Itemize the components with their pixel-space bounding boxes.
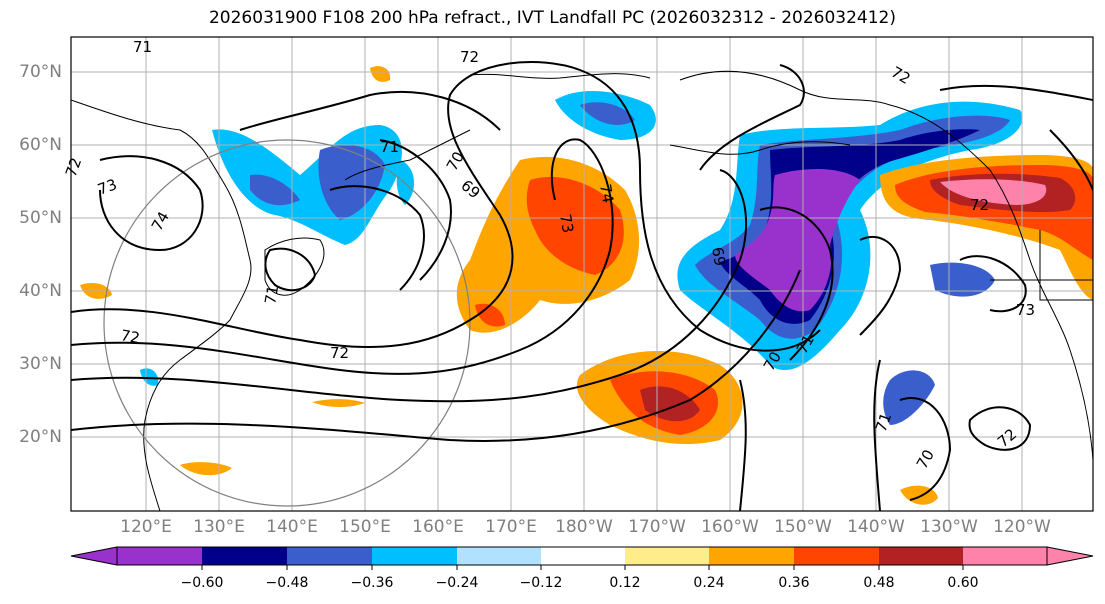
contour-label: 74 xyxy=(596,183,617,205)
map-frame xyxy=(70,36,1094,512)
contour-label: 72 xyxy=(330,344,349,362)
contour-lines xyxy=(71,61,1093,511)
colorbar-segment xyxy=(879,547,963,565)
colorbar-tick-label: −0.36 xyxy=(350,575,394,591)
colorbar-tick-label: −0.12 xyxy=(519,575,563,591)
lon-label: 180°W xyxy=(555,517,613,537)
colorbar-segment xyxy=(457,547,541,565)
contour-label: 73 xyxy=(556,213,577,235)
radius-circle xyxy=(103,139,471,507)
contour-label: 72 xyxy=(970,196,989,214)
colorbar-segment xyxy=(794,547,879,565)
map-title: 2026031900 F108 200 hPa refract., IVT La… xyxy=(208,8,896,28)
contour-label: 73 xyxy=(95,175,119,198)
lat-label: 30°N xyxy=(19,354,62,374)
lon-label: 130°W xyxy=(920,517,978,537)
colorbar-segment xyxy=(625,547,709,565)
colorbar-min-arrow xyxy=(70,546,118,566)
colorbar-segment xyxy=(963,547,1047,565)
colorbar-tick-label: −0.48 xyxy=(265,575,309,591)
contour-label: 73 xyxy=(1016,301,1035,319)
lat-label: 60°N xyxy=(19,135,62,155)
lon-label: 160°E xyxy=(412,517,464,537)
colorbar-segment xyxy=(709,547,794,565)
colorbar-segment xyxy=(117,547,202,565)
contour-label: 72 xyxy=(460,48,479,66)
graticule xyxy=(71,37,1093,511)
contour-label: 71 xyxy=(261,284,282,306)
colorbar-tick-label: 0.48 xyxy=(863,575,895,591)
contour-label: 72 xyxy=(62,155,85,179)
shading-layer xyxy=(80,66,1093,505)
coastlines xyxy=(71,70,1093,511)
contour-label: 69 xyxy=(708,246,729,268)
colorbar-segment xyxy=(541,547,625,565)
lon-label: 160°W xyxy=(701,517,759,537)
contour-label: 71 xyxy=(872,410,895,434)
lat-label: 50°N xyxy=(19,208,62,228)
lon-label: 120°W xyxy=(993,517,1051,537)
lon-label: 170°W xyxy=(628,517,686,537)
contour-label: 74 xyxy=(148,208,173,234)
lon-label: 150°E xyxy=(339,517,391,537)
lon-label: 130°E xyxy=(193,517,245,537)
contour-label: 72 xyxy=(119,326,141,347)
lon-label: 120°E xyxy=(120,517,172,537)
contour-label: 71 xyxy=(133,38,152,56)
colorbar-tick-label: −0.60 xyxy=(180,575,224,591)
lon-label: 170°E xyxy=(485,517,537,537)
lon-label: 150°W xyxy=(774,517,832,537)
colorbar-tick-label: −0.24 xyxy=(435,575,479,591)
lon-label: 140°W xyxy=(847,517,905,537)
lat-label: 20°N xyxy=(19,427,62,447)
lat-label: 70°N xyxy=(19,62,62,82)
lat-label: 40°N xyxy=(19,281,62,301)
colorbar-segment xyxy=(372,547,457,565)
contour-label: 72 xyxy=(888,63,914,88)
purple-core xyxy=(735,168,860,312)
contour-label: 69 xyxy=(457,176,483,202)
colorbar xyxy=(70,546,1094,570)
colorbar-segment xyxy=(287,547,372,565)
map-layers xyxy=(71,37,1093,511)
colorbar-tick-label: 0.24 xyxy=(693,575,725,591)
contour-label: 70 xyxy=(913,446,938,472)
colorbar-max-arrow xyxy=(1046,546,1094,566)
colorbar-tick-label: 0.36 xyxy=(778,575,810,591)
colorbar-tick-label: 0.60 xyxy=(947,575,979,591)
lon-label: 140°E xyxy=(266,517,318,537)
colorbar-tick-label: 0.12 xyxy=(609,575,641,591)
contour-label: 70 xyxy=(443,148,468,174)
colorbar-segment xyxy=(202,547,287,565)
contour-label: 71 xyxy=(380,138,399,156)
